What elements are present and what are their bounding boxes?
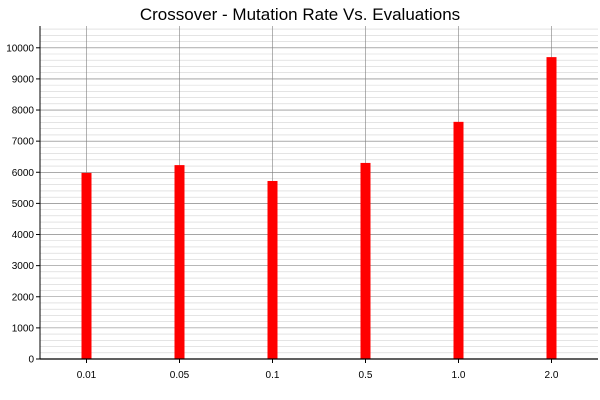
x-axis-ticks: 0.01 0.05 0.1 0.5 1.0 2.0 — [77, 359, 559, 381]
y-tick-label: 1000 — [12, 323, 35, 334]
bar — [174, 165, 185, 359]
y-tick-label: 9000 — [12, 74, 35, 85]
bar-series — [81, 57, 557, 360]
y-tick-label: 8000 — [12, 106, 35, 117]
y-tick-label: 5000 — [12, 199, 35, 210]
chart-title: Crossover - Mutation Rate Vs. Evaluation… — [140, 5, 460, 24]
y-tick-label: 3000 — [12, 261, 35, 272]
x-tick-label: 0.05 — [170, 370, 190, 381]
y-tick-label: 0 — [28, 355, 34, 366]
x-tick-label: 0.01 — [77, 370, 97, 381]
y-tick-label: 4000 — [12, 230, 35, 241]
minor-gridlines — [40, 28, 598, 360]
x-tick-label: 0.1 — [266, 370, 280, 381]
y-tick-label: 6000 — [12, 168, 35, 179]
axes — [39, 26, 598, 360]
y-axis-ticks: 0 1000 2000 3000 4000 5000 6000 7000 8000 9000 100… — [6, 43, 40, 366]
bar — [267, 180, 278, 359]
y-tick-label: 7000 — [12, 137, 35, 148]
major-gridlines — [40, 47, 598, 360]
y-tick-label: 2000 — [12, 292, 35, 303]
bar — [546, 57, 557, 360]
x-tick-label: 1.0 — [452, 370, 466, 381]
x-tick-label: 0.5 — [359, 370, 373, 381]
bar — [81, 172, 92, 359]
bar — [360, 162, 371, 359]
bar — [453, 121, 464, 359]
x-tick-label: 2.0 — [545, 370, 559, 381]
y-tick-label: 10000 — [6, 43, 34, 54]
